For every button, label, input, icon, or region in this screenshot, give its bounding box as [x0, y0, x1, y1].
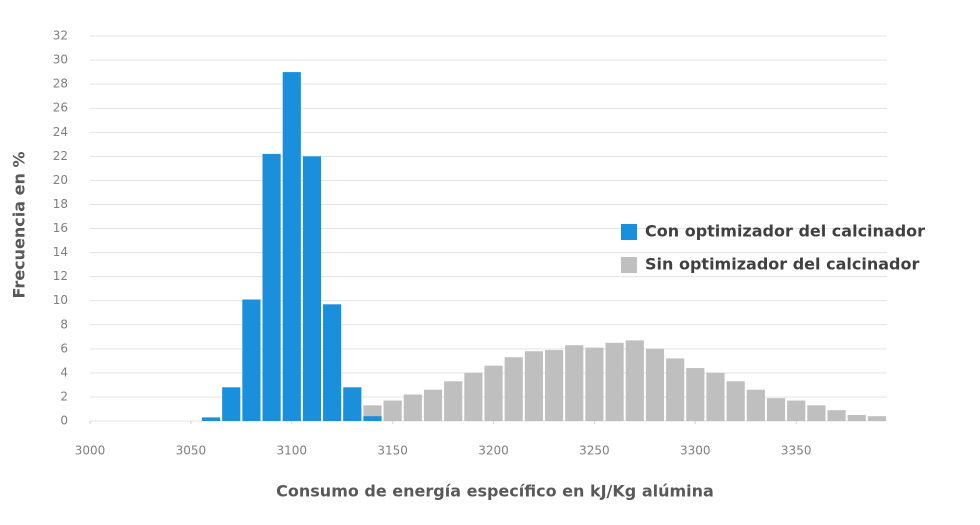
- y-tick-label: 14: [53, 245, 68, 259]
- legend-label: Sin optimizador del calcinador: [645, 255, 919, 274]
- y-tick-label: 6: [60, 341, 68, 355]
- bar: [282, 72, 301, 421]
- bar: [323, 304, 342, 421]
- x-tick-label: 3250: [579, 444, 610, 458]
- bar: [242, 299, 261, 421]
- bar: [201, 417, 221, 421]
- y-tick-label: 2: [60, 389, 68, 403]
- y-tick-label: 22: [53, 149, 68, 163]
- bar: [504, 357, 523, 421]
- y-tick-label: 32: [53, 29, 68, 43]
- bar: [686, 368, 705, 421]
- y-tick-label: 0: [60, 414, 68, 428]
- bar: [706, 372, 725, 421]
- bar: [645, 348, 665, 421]
- x-tick-label: 3100: [276, 444, 307, 458]
- bar: [363, 416, 382, 421]
- y-tick-label: 18: [53, 197, 68, 211]
- x-axis-title: Consumo de energía específico en kJ/Kg a…: [276, 482, 714, 501]
- bar: [746, 389, 765, 421]
- bar: [262, 153, 281, 421]
- y-tick-label: 8: [60, 317, 68, 331]
- y-tick-label: 4: [60, 365, 68, 379]
- bar: [302, 156, 322, 421]
- bar: [423, 389, 443, 421]
- x-tick-label: 3200: [478, 444, 509, 458]
- y-axis-title: Frecuencia en %: [10, 152, 29, 299]
- y-tick-label: 16: [53, 221, 68, 235]
- bar: [807, 405, 826, 421]
- y-tick-label: 20: [53, 173, 68, 187]
- y-tick-label: 28: [53, 77, 68, 91]
- bar: [444, 381, 463, 421]
- y-tick-label: 12: [53, 269, 68, 283]
- bar: [666, 358, 685, 421]
- bar: [544, 350, 564, 421]
- y-tick-label: 10: [53, 293, 68, 307]
- bar: [565, 345, 584, 421]
- bar: [847, 414, 866, 421]
- bar: [343, 387, 362, 421]
- legend-swatch: [621, 257, 637, 273]
- bar: [867, 416, 886, 421]
- y-tick-label: 30: [53, 53, 68, 67]
- y-tick-label: 26: [53, 101, 68, 115]
- bar: [403, 394, 422, 421]
- x-tick-label: 3300: [680, 444, 711, 458]
- bar: [827, 410, 846, 421]
- bar: [222, 387, 241, 421]
- x-tick-label: 3150: [377, 444, 408, 458]
- y-tick-label: 24: [53, 125, 68, 139]
- bar: [464, 372, 483, 421]
- bar: [625, 340, 644, 421]
- bar: [383, 400, 402, 421]
- bar: [585, 347, 604, 421]
- bar: [605, 342, 624, 421]
- x-tick-label: 3350: [781, 444, 812, 458]
- legend-swatch: [621, 224, 637, 240]
- x-tick-label: 3050: [176, 444, 207, 458]
- x-tick-label: 3000: [75, 444, 106, 458]
- bar: [787, 400, 806, 421]
- bar: [524, 351, 543, 421]
- legend-label: Con optimizador del calcinador: [645, 222, 925, 241]
- bar: [484, 365, 503, 421]
- bar: [766, 398, 786, 421]
- bar: [726, 381, 745, 421]
